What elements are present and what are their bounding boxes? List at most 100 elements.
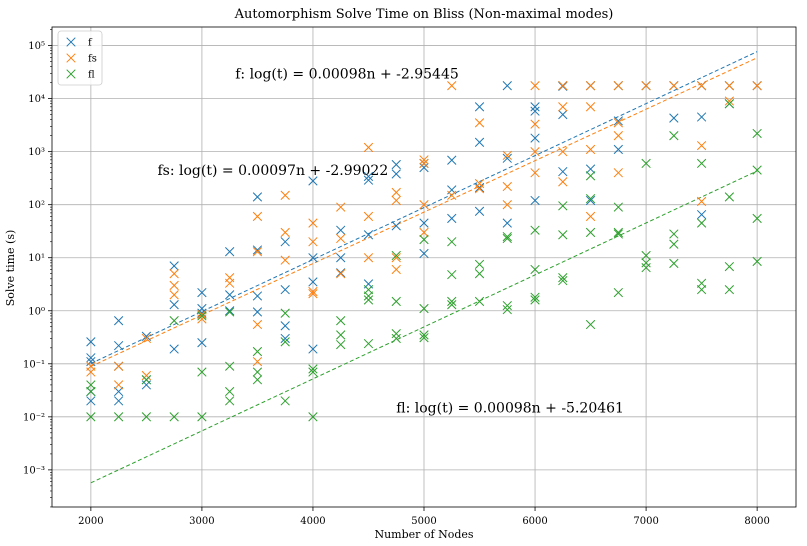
point-fl [86,412,96,422]
point-f [558,109,568,120]
y-axis-label: Solve time (s) [4,230,17,307]
point-fl [225,307,235,317]
x-axis-ticks: 2000 3000 4000 5000 6000 7000 8000 [78,507,770,527]
point-fs [613,118,623,128]
point-fl [724,192,735,202]
point-fl [641,250,651,261]
point-f [280,284,290,295]
point-fs [585,211,596,222]
x-tick-label: 6000 [522,516,547,527]
point-f [113,396,124,406]
point-fl [613,227,623,238]
point-fs [252,356,263,367]
point-f [86,356,96,367]
chart-title: Automorphism Solve Time on Bliss (Non-ma… [234,7,614,22]
point-f [336,268,346,278]
point-f [252,192,263,202]
fit-line-fl [90,170,758,484]
point-fs [696,81,707,91]
point-fl [197,311,207,321]
fit-line-fs [90,57,758,367]
point-fs [308,286,318,297]
point-f [613,144,623,155]
x-tick-label: 2000 [78,516,103,527]
point-f [419,248,429,259]
point-fl [280,396,290,406]
point-fl [724,261,735,272]
point-fl [419,330,429,340]
point-fs [252,319,263,330]
point-fl [363,295,374,305]
point-f [474,182,485,193]
point-f [225,247,235,257]
point-f [141,380,152,390]
point-fs [585,144,596,155]
point-fs [308,289,318,299]
point-fl [336,330,346,340]
point-fl [474,259,485,269]
point-f [585,195,596,206]
point-f [669,113,679,123]
point-fl [641,158,651,169]
point-fl [669,131,679,141]
point-fl [391,296,401,307]
legend-label-fl: fl [88,70,95,81]
y-tick-label: 10⁻² [23,412,45,423]
y-axis-ticks: 10⁻³ 10⁻² 10⁻¹ 10⁰ 10¹ 10² 10³ 10⁴ 10⁵ [23,29,52,508]
point-fl [724,284,735,295]
point-fl [585,319,596,330]
point-fl [252,346,263,357]
legend: f fs fl [57,30,103,86]
point-f [252,291,263,301]
point-f [252,245,263,255]
point-fl [641,262,651,273]
legend-marker-fl [66,69,76,79]
point-fl [558,273,568,283]
x-axis-label: Number of Nodes [374,528,473,541]
point-fs [419,158,429,169]
point-f [308,344,318,354]
point-f [447,155,457,165]
point-fs [252,211,263,222]
point-fs [252,247,263,257]
point-fs [724,81,735,91]
point-fl [669,229,679,239]
x-tick-label: 8000 [744,516,769,527]
point-fl [613,229,623,239]
point-fs [530,146,540,157]
point-fs [530,168,540,178]
data-points [86,81,762,422]
point-fl [86,386,96,397]
point-f [558,166,568,177]
point-fs [474,178,485,189]
point-f [169,261,179,271]
point-fl [225,396,235,406]
point-fs [474,118,485,128]
point-f [530,102,540,112]
point-fl [419,333,429,343]
point-f [336,225,346,235]
point-fl [419,303,429,314]
point-f [113,316,124,326]
point-fl [696,284,707,295]
point-f [280,321,290,331]
x-tick-label: 4000 [300,516,325,527]
point-fs [197,314,207,324]
point-fl [558,230,568,240]
point-fs [613,131,623,141]
point-fl [530,292,540,302]
point-f [530,106,540,116]
point-fl [558,201,568,211]
y-tick-label: 10⁻³ [23,465,45,476]
point-fl [613,287,623,298]
y-tick-label: 10⁴ [28,94,45,105]
y-tick-label: 10⁻¹ [23,359,45,370]
point-fs [585,81,596,91]
grid [52,27,796,507]
point-f [391,169,401,179]
point-fl [752,213,762,224]
point-fl [641,258,651,268]
point-fs [502,150,512,161]
point-f [197,287,207,298]
point-fs [419,200,429,210]
